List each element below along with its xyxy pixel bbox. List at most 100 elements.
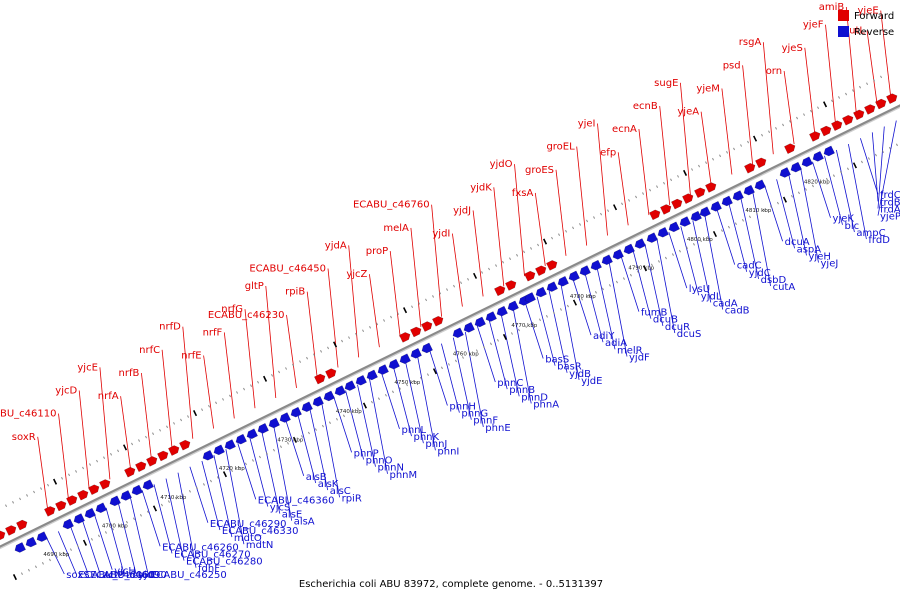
forward-gene-arrow (820, 125, 832, 137)
tick-dot-upper (285, 367, 288, 370)
tick-dot-lower (712, 230, 718, 238)
reverse-gene-label: alsB (306, 472, 327, 483)
reverse-leader-line (680, 226, 700, 296)
reverse-gene-arrow (410, 348, 422, 359)
reverse-leader-line (877, 120, 897, 216)
forward-leader-line (327, 268, 339, 368)
tick-dot-upper (299, 360, 302, 363)
forward-leader-line (452, 233, 463, 307)
reverse-leader-line (752, 190, 771, 287)
legend: Forward Reverse (838, 10, 894, 38)
tick-dot-upper (250, 384, 253, 387)
forward-gene-label: nrfE (181, 351, 201, 362)
genome-caption: Escherichia coli ABU 83972, complete gen… (299, 579, 603, 590)
reverse-gene-arrow (801, 156, 813, 167)
forward-gene-label: rsgA (739, 37, 762, 48)
forward-gene-label: yjcD (55, 386, 77, 397)
forward-leader-line (597, 123, 608, 236)
reverse-gene-arrow (823, 145, 835, 157)
tick-dot-upper (691, 168, 694, 171)
tick-dot-lower (510, 332, 513, 335)
forward-gene-label: soxR (12, 432, 36, 443)
reverse-gene-label: phnA (533, 399, 559, 410)
tick-dot-upper (327, 346, 330, 350)
reverse-gene-arrow (290, 406, 302, 418)
tick-dot-upper (747, 140, 750, 144)
backbone-line (0, 104, 900, 548)
reverse-leader-line (476, 325, 496, 383)
reverse-leader-line (225, 449, 245, 545)
forward-leader-line (244, 309, 256, 409)
reverse-gene-label: ECABU_c46280 (186, 557, 263, 568)
reverse-gene-arrow (301, 401, 313, 412)
reverse-gene-arrow (399, 353, 411, 364)
tick-dot-lower (608, 284, 611, 287)
forward-leader-line (680, 82, 691, 195)
reverse-leader-line (273, 425, 293, 521)
reverse-gene-label: mdtO (234, 533, 262, 544)
tick-dot-lower (867, 157, 870, 160)
reverse-gene-label: ECABU_c46090 (90, 570, 167, 581)
tick-dot-lower (335, 417, 338, 421)
reverse-gene-label: lysU (689, 284, 710, 295)
reverse-gene-label: frdD (868, 235, 890, 246)
tick-dot-lower (222, 471, 228, 478)
tick-dot-upper (397, 312, 400, 315)
tick-dots (0, 75, 898, 581)
tick-dot-upper (187, 415, 190, 418)
tick-dot-upper (271, 374, 274, 377)
reverse-leader-line (740, 196, 759, 279)
forward-gene-arrow (694, 187, 706, 199)
tick-dot-upper (593, 216, 596, 219)
reverse-gene-label: basS (545, 355, 569, 366)
reverse-gene-label: phnG (461, 409, 488, 420)
reverse-leader-line (871, 132, 879, 202)
legend-forward-swatch (838, 10, 849, 21)
tick-dot-lower (307, 431, 310, 435)
forward-leader-line (120, 396, 131, 470)
tick-dot-lower (572, 299, 578, 306)
tick-dot-upper (789, 120, 792, 123)
forward-leader-line (410, 227, 422, 327)
tick-dot-upper (122, 444, 128, 451)
reverse-gene-label: phnN (378, 463, 405, 474)
forward-gene-arrow (325, 368, 337, 379)
reverse-gene-arrow (202, 449, 214, 461)
forward-leader-line (58, 413, 69, 500)
kbp-tick-label: 4720 kbp (219, 466, 245, 472)
forward-leader-line (493, 187, 505, 287)
tick-dot-lower (265, 452, 268, 455)
reverse-gene-label: yjdB (569, 369, 591, 380)
forward-leader-line (555, 169, 567, 256)
reverse-gene-label: yjcH (114, 566, 136, 577)
tick-dot-upper (796, 116, 799, 120)
tick-dot-upper (215, 401, 218, 405)
tick-dot-upper (131, 442, 134, 446)
reverse-gene-label: phnE (485, 423, 510, 434)
tick-dot-upper (390, 315, 393, 319)
reverse-gene-arrow (557, 275, 569, 287)
tick-dot-lower (489, 342, 492, 346)
reverse-gene-arrow (323, 390, 335, 402)
forward-leader-line (99, 367, 111, 480)
reverse-gene-label: phnM (390, 470, 418, 481)
tick-dot-upper (425, 298, 428, 302)
reverse-leader-line (357, 384, 376, 467)
tick-dot-lower (69, 548, 72, 551)
reverse-leader-line (285, 419, 305, 477)
kbp-tick-label: 4750 kbp (394, 380, 420, 386)
tick-dot-lower (636, 270, 639, 274)
tick-dot-upper (5, 504, 8, 508)
forward-gene-label: yjcE (77, 362, 98, 373)
tick-dot-upper (523, 250, 526, 254)
tick-dot-upper (782, 123, 785, 127)
reverse-gene-arrow (721, 195, 733, 207)
tick-dot-lower (545, 315, 548, 318)
reverse-leader-line (129, 496, 149, 575)
forward-leader-line (825, 24, 836, 124)
forward-gene-arrow (853, 109, 865, 121)
tick-dot-upper (488, 267, 491, 271)
forward-leader-line (783, 70, 795, 145)
tick-dot-upper (621, 202, 624, 206)
forward-gene-arrow (842, 115, 854, 126)
